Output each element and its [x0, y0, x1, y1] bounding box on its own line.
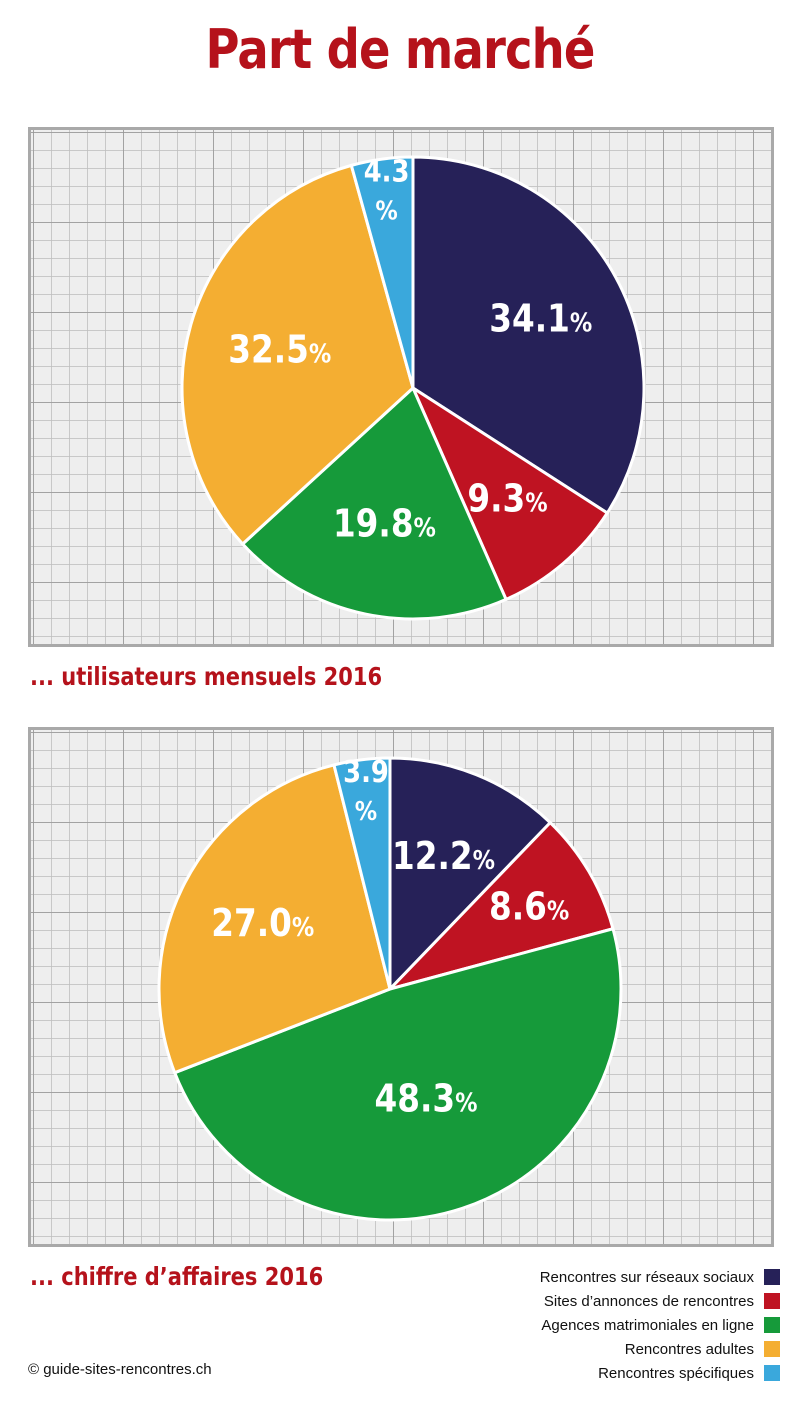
slice-label-rencontres-adultes: 32.5% [228, 328, 331, 372]
caption-monthly-users: ... utilisateurs mensuels 2016 [30, 662, 383, 691]
legend-label: Sites d’annonces de rencontres [543, 1292, 754, 1310]
slice-label-rencontres-sur-reseaux-sociaux: 34.1% [489, 297, 592, 341]
legend-label: Rencontres spécifiques [598, 1364, 754, 1382]
pie-slice-rencontres-adultes [180, 163, 415, 546]
chart-panel-revenue: 12.2% 8.6% 48.3% 27.0% 3.9% [28, 727, 774, 1247]
slice-label-rencontres-adultes: 27.0% [211, 902, 314, 946]
legend-swatch [764, 1293, 780, 1309]
slice-label-sites-d-annonces-de-rencontres: 8.6% [489, 885, 569, 929]
legend-item-specific: Rencontres spécifiques [540, 1362, 780, 1384]
pie-slice-agences-matrimoniales-en-ligne [241, 386, 508, 621]
pie-chart-revenue: 12.2% 8.6% 48.3% 27.0% 3.9% [157, 754, 623, 1222]
legend-swatch [764, 1365, 780, 1381]
legend-label: Agences matrimoniales en ligne [541, 1316, 754, 1334]
chart-panel-monthly-users: 34.1% 9.3% 19.8% 32.5% 4.3% [28, 127, 774, 647]
legend-swatch [764, 1341, 780, 1357]
caption-revenue: ... chiffre d’affaires 2016 [30, 1262, 324, 1291]
legend-swatch [764, 1269, 780, 1285]
legend-item-social: Rencontres sur réseaux sociaux [540, 1266, 780, 1288]
legend-item-classifieds: Sites d’annonces de rencontres [540, 1290, 780, 1312]
page-title: Part de marché [205, 18, 596, 81]
slice-label-sites-d-annonces-de-rencontres: 9.3% [467, 477, 547, 521]
legend-item-matrimonial: Agences matrimoniales en ligne [540, 1314, 780, 1336]
pie-slice-rencontres-sur-reseaux-sociaux [388, 756, 552, 991]
slice-label-rencontres-sur-reseaux-sociaux: 12.2% [392, 835, 495, 879]
pie-chart-monthly-users: 34.1% 9.3% 19.8% 32.5% 4.3% [180, 154, 646, 621]
pie-slice-agences-matrimoniales-en-ligne [173, 927, 623, 1222]
slice-label-agences-matrimoniales-en-ligne: 48.3% [375, 1077, 478, 1121]
slice-label-rencontres-specifiques: 4.3% [364, 154, 410, 226]
legend-label: Rencontres adultes [624, 1340, 754, 1358]
slice-label-rencontres-specifiques: 3.9% [343, 754, 389, 826]
pie-slice-rencontres-specifiques [332, 756, 392, 991]
pie-slice-sites-d-annonces-de-rencontres [411, 386, 609, 601]
legend-label: Rencontres sur réseaux sociaux [539, 1268, 754, 1286]
pie-slice-rencontres-specifiques [349, 155, 415, 390]
pie-slice-sites-d-annonces-de-rencontres [388, 821, 615, 991]
legend: Rencontres sur réseaux sociaux Sites d’a… [540, 1266, 780, 1386]
legend-item-adult: Rencontres adultes [540, 1338, 780, 1360]
slice-label-agences-matrimoniales-en-ligne: 19.8% [333, 502, 436, 546]
pie-slice-rencontres-adultes [157, 763, 392, 1075]
legend-swatch [764, 1317, 780, 1333]
copyright-text: © guide-sites-rencontres.ch [28, 1361, 212, 1378]
